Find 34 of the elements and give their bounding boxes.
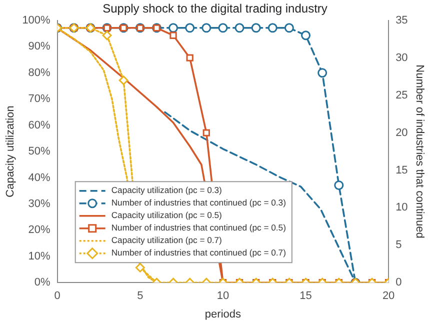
y2-tick-label: 20 <box>396 126 408 139</box>
x-axis-title: periods <box>204 308 242 320</box>
x-tick-label: 0 <box>54 290 60 302</box>
x-tick-label: 5 <box>137 290 144 302</box>
legend-label: Capacity utilization (pc = 0.5) <box>111 210 222 220</box>
y-tick-label: 40% <box>28 172 51 184</box>
y2-axis-title: Number of industries that continued <box>413 64 426 238</box>
y2-tick-label: 35 <box>396 14 408 26</box>
y2-tick-label: 10 <box>396 202 408 214</box>
y2-tick-label: 5 <box>396 239 402 252</box>
x-tick-label: 20 <box>382 290 395 302</box>
y2-tick-label: 15 <box>396 164 408 176</box>
legend-label: Number of industries that continued (pc = 0.3) <box>111 198 286 208</box>
y-tick-label: 90% <box>28 40 51 53</box>
legend-label: Number of industries that continued (pc = 0.7) <box>111 248 286 258</box>
y2-tick-label: 25 <box>396 89 408 102</box>
y2-tick-label: 30 <box>396 52 408 64</box>
y-tick-label: 60% <box>28 119 51 132</box>
legend-label: Capacity utilization (pc = 0.7) <box>111 235 222 246</box>
y-tick-label: 0% <box>34 276 51 289</box>
y-tick-label: 70% <box>28 93 51 106</box>
x-tick-label: 15 <box>300 290 312 302</box>
y-tick-label: 50% <box>28 146 51 158</box>
legend-label: Number of industries that continued (pc = 0.5) <box>111 222 286 233</box>
y-tick-label: 80% <box>28 66 51 79</box>
legend-label: Capacity utilization (pc = 0.3) <box>111 185 222 196</box>
y-axis-title: Capacity utilization <box>4 106 17 198</box>
x-tick-label: 10 <box>216 290 230 302</box>
chart-title: Supply shock to the digital trading industry <box>102 2 328 16</box>
y-tick-label: 10% <box>28 250 51 262</box>
y-tick-label: 100% <box>22 14 51 26</box>
y2-tick-label: 0 <box>396 276 402 289</box>
y-tick-label: 20% <box>28 224 51 236</box>
y-tick-label: 30% <box>28 198 51 210</box>
